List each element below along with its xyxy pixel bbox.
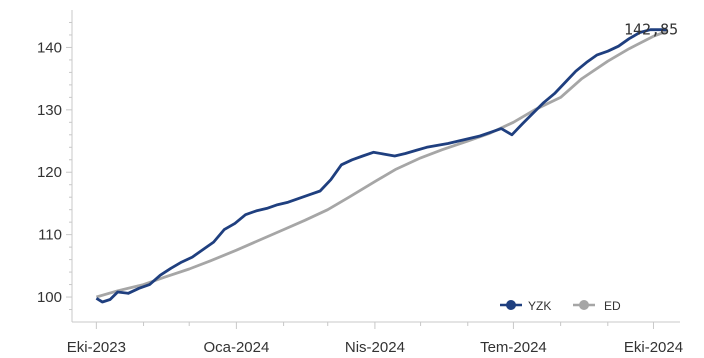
- y-tick-label: 140: [37, 39, 62, 56]
- legend: YZK ED: [500, 299, 621, 313]
- x-tick-label: Nis-2024: [345, 339, 405, 356]
- y-tick-label: 110: [38, 227, 62, 244]
- x-tick-label: Eki-2023: [67, 339, 126, 356]
- axis-ticks: 100 110 120 130 140 Eki-2023 Oca-2024 Nis-2024 T…: [37, 21, 683, 356]
- legend-label-yzk: YZK: [528, 299, 551, 313]
- legend-item-yzk: YZK: [500, 299, 551, 313]
- series-line-yzk: [95, 28, 668, 304]
- y-tick-label: 100: [37, 289, 62, 306]
- series-layer: [95, 28, 668, 304]
- legend-marker-yzk: [506, 300, 516, 310]
- legend-marker-ed: [579, 300, 589, 310]
- axes: [71, 10, 680, 323]
- legend-item-ed: ED: [573, 299, 621, 313]
- annotations: 142,85: [624, 21, 678, 39]
- series-line-ed: [96, 29, 668, 299]
- x-tick-label: Tem-2024: [480, 339, 547, 356]
- legend-label-ed: ED: [604, 299, 621, 313]
- y-tick-label: 130: [37, 102, 62, 119]
- y-tick-label: 120: [37, 164, 62, 181]
- x-tick-label: Eki-2024: [624, 339, 683, 356]
- x-tick-label: Oca-2024: [203, 339, 269, 356]
- last-value-label: 142,85: [624, 21, 678, 39]
